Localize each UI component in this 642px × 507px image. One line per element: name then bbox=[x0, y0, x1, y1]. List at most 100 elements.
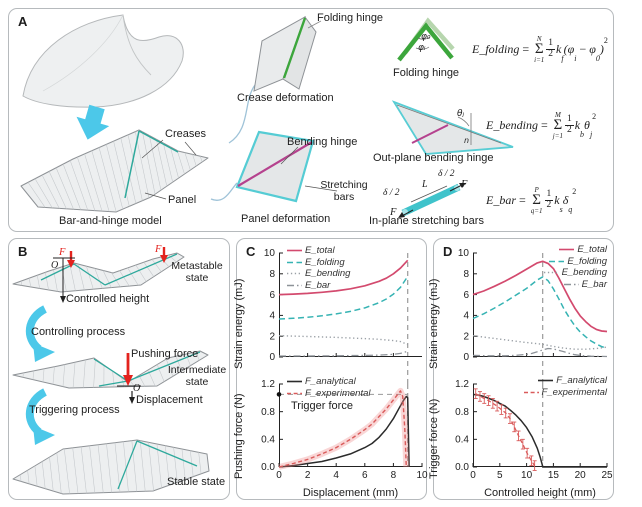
folding-hinge-caption: Folding hinge bbox=[393, 67, 460, 79]
equation-token: − bbox=[576, 42, 590, 57]
equation-token: = bbox=[516, 193, 529, 208]
stable-mesh bbox=[12, 439, 210, 495]
equation-token: 0 bbox=[595, 53, 600, 63]
series-E_bending bbox=[278, 335, 408, 346]
controlling-process-label: Controlling process bbox=[31, 326, 126, 338]
panel-a-illustrations bbox=[20, 14, 514, 218]
axis-tick-label: 10 bbox=[521, 470, 533, 481]
metastable-state-label: Metastable state bbox=[165, 260, 229, 284]
model-caption: Bar-and-hinge model bbox=[59, 215, 162, 227]
axis-tick-label: 1.2 bbox=[261, 379, 275, 390]
stretching-bars-caption: In-plane stretching bars bbox=[369, 215, 484, 227]
bending-hinge-diagram bbox=[391, 100, 514, 155]
equation-token: j bbox=[589, 129, 593, 139]
axis-tick-label: 0.0 bbox=[261, 462, 275, 473]
series-E_total bbox=[278, 259, 409, 296]
pushing-force-chart-c: 0.0 0.4 0.8 1.2 0 2 4 6 8 10 F_analytical F_experim… bbox=[261, 376, 428, 481]
equation-token: θ bbox=[584, 118, 590, 133]
panel-c-label: C bbox=[246, 244, 256, 259]
c-bottom-ylabel: Pushing force (N) bbox=[233, 393, 245, 479]
axis-tick-label: 0 bbox=[269, 352, 275, 363]
axis-tick-label: 0.8 bbox=[455, 407, 469, 418]
equation-token: ( bbox=[563, 42, 568, 57]
metastable-mesh bbox=[12, 252, 185, 293]
phii-label: φᵢ bbox=[418, 43, 426, 53]
strain-energy-chart-c: 0 2 4 6 8 10 E_total E_folding E_bending E_bar bbox=[264, 245, 422, 384]
series-E_total bbox=[472, 260, 608, 333]
trigger-force-dot bbox=[276, 392, 282, 397]
axis-tick-label: 10 bbox=[416, 470, 428, 481]
equation-token: ) bbox=[599, 42, 604, 57]
panel-b: B F F O Controlled height Metastable sta… bbox=[8, 238, 230, 500]
equation-token: = bbox=[519, 42, 533, 57]
bar-and-hinge-mesh bbox=[20, 129, 209, 213]
axis-tick-label: 0 bbox=[470, 470, 476, 481]
phi0-label: φ₀ bbox=[421, 32, 431, 42]
panel-c: C 0 2 4 6 8 10 E_total E_folding E_bending E_bar … bbox=[233, 238, 428, 500]
axis-tick-label: 4 bbox=[463, 311, 469, 322]
equation-token: φ bbox=[567, 42, 575, 57]
equation-token: f bbox=[561, 53, 564, 63]
axis-tick-label: 4 bbox=[333, 470, 339, 481]
bar-length-label: L bbox=[422, 179, 428, 190]
axis-tick-label: 8 bbox=[269, 269, 275, 280]
triggering-process-arrow bbox=[26, 388, 55, 445]
stable-state-label: Stable state bbox=[167, 476, 226, 488]
force-left-label: F bbox=[390, 207, 397, 218]
equation-token: E_folding bbox=[472, 42, 520, 57]
d-bottom-ylabel: Trigger force (N) bbox=[428, 398, 440, 479]
stretching-bars-line2: bars bbox=[333, 191, 355, 204]
equation-token: 2 bbox=[572, 187, 577, 196]
force-label-2: F bbox=[155, 244, 162, 255]
bending-hinge-label: Bending hinge bbox=[287, 136, 358, 148]
stretching-bars-diagram bbox=[398, 183, 466, 218]
panel-b-illustrations bbox=[12, 247, 210, 495]
panel-a-label: A bbox=[18, 14, 28, 29]
chart-canvas: 0 2 4 6 8 10 bbox=[458, 248, 608, 384]
axis-tick-label: 0.4 bbox=[261, 435, 275, 446]
chart-canvas: 0.0 0.4 0.8 1.2 0 5 10 15 20 25 bbox=[455, 379, 613, 481]
panel-a: A Creases Panel Bar-and-hinge model Crea… bbox=[8, 8, 614, 232]
delta-right-label: δ / 2 bbox=[438, 169, 455, 179]
axis-tick-label: 4 bbox=[269, 311, 275, 322]
connector-curves bbox=[210, 84, 256, 201]
force-arrow-2 bbox=[160, 247, 168, 263]
equation-token: 2 bbox=[603, 36, 608, 45]
panel-b-label: B bbox=[18, 244, 28, 259]
force-arrow-1 bbox=[67, 251, 75, 268]
equation-token: 2 bbox=[592, 112, 597, 121]
axis-tick-label: 15 bbox=[548, 470, 560, 481]
intermediate-state-label: Intermediate state bbox=[165, 364, 229, 388]
smooth-surface-illustration bbox=[22, 14, 184, 108]
series-F_experimental bbox=[475, 393, 536, 466]
trigger-force-chart-d: 0.0 0.4 0.8 1.2 0 5 10 15 20 25 F_analytical F_expe… bbox=[455, 375, 613, 481]
c-top-ylabel: Strain energy (mJ) bbox=[233, 278, 245, 369]
equation-token: b bbox=[580, 129, 585, 139]
c-xlabel: Displacement (mm) bbox=[302, 487, 399, 499]
chart-canvas: 0 2 4 6 8 10 bbox=[264, 248, 422, 384]
series-E_folding bbox=[278, 275, 409, 320]
equation-token: = bbox=[538, 118, 551, 133]
crease-deformation-illustration bbox=[253, 15, 322, 92]
series-F_experimental bbox=[278, 390, 407, 468]
axis-tick-label: 6 bbox=[362, 470, 368, 481]
creases-label: Creases bbox=[165, 128, 206, 140]
panel-deformation-caption: Panel deformation bbox=[241, 213, 331, 225]
axis-tick-label: 10 bbox=[458, 248, 470, 259]
theta-label: θⱼ bbox=[457, 109, 465, 119]
axis-tick-label: 2 bbox=[269, 331, 275, 342]
series-F_analytical bbox=[472, 393, 607, 468]
chart-canvas: 0.0 0.4 0.8 1.2 0 2 4 6 8 10 bbox=[261, 379, 428, 481]
equation-token: k bbox=[574, 118, 581, 133]
equation-token: q bbox=[568, 204, 573, 214]
triggering-process-label: Triggering process bbox=[29, 404, 120, 416]
axis-tick-label: 6 bbox=[269, 290, 275, 301]
origin-label-1: O bbox=[51, 260, 59, 271]
axis-tick-label: 5 bbox=[497, 470, 503, 481]
